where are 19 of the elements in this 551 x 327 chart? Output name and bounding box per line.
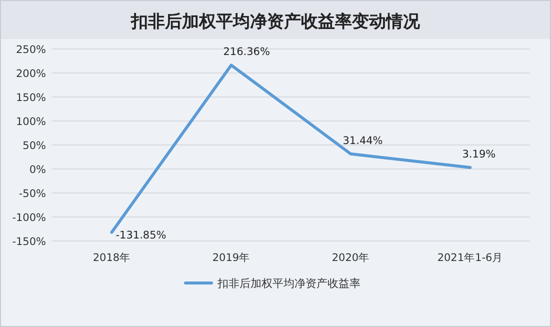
legend-label: 扣非后加权平均净资产收益率 <box>216 277 360 290</box>
y-tick-label: 200% <box>16 68 46 80</box>
y-tick-label: 150% <box>16 92 46 104</box>
data-label: 31.44% <box>342 134 383 147</box>
data-label: 216.36% <box>223 46 270 58</box>
y-tick-label: -50% <box>18 188 46 200</box>
y-tick-label: -100% <box>12 212 46 224</box>
x-tick-label: 2020年 <box>332 252 370 264</box>
data-label: -131.85% <box>116 229 166 242</box>
data-label: 3.19% <box>462 148 496 160</box>
y-tick-label: 250% <box>16 44 46 56</box>
chart-title: 扣非后加权平均净资产收益率变动情况 <box>130 12 421 32</box>
x-tick-label: 2021年1-6月 <box>437 252 504 264</box>
y-tick-label: -150% <box>12 236 46 248</box>
y-tick-label: 50% <box>22 140 46 152</box>
x-tick-label: 2019年 <box>212 252 250 264</box>
y-tick-label: 0% <box>29 164 46 176</box>
x-tick-label: 2018年 <box>92 252 131 264</box>
y-tick-label: 100% <box>16 116 46 128</box>
